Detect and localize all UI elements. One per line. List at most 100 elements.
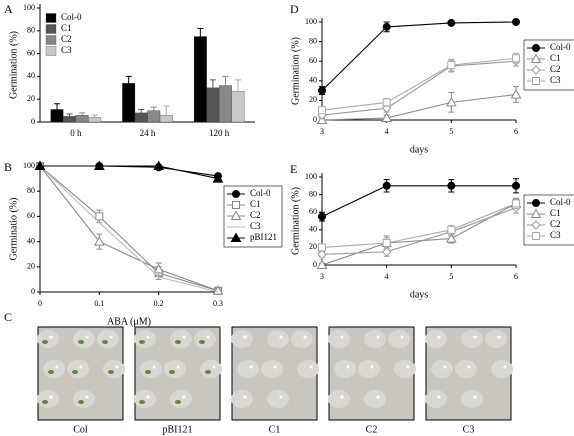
legend-label: C2 [550,64,561,74]
x-tick-label: 0.3 [213,299,223,308]
x-tick-label: 3 [320,127,324,136]
y-tick-label: 100 [305,17,317,26]
marker [153,263,165,274]
seedling [78,340,84,344]
marker [93,160,105,170]
seed-drop [358,360,380,378]
bar [50,109,64,123]
seed [503,365,507,369]
seed [243,335,247,339]
seed [473,395,477,399]
seed-drop [364,390,386,408]
seed [497,335,501,339]
y-tick-label: 40 [27,236,35,245]
marker [512,54,520,63]
y-axis-label: Germination (%) [290,37,301,105]
y-tick-label: 20 [27,262,35,271]
seed [55,365,59,369]
seed-drop [328,330,350,348]
legend-label: Col-0 [250,188,271,198]
seed [182,395,186,399]
panel-label: D [290,2,299,16]
seed [152,365,156,369]
legend-swatch [45,13,57,23]
panel-label: B [4,160,12,174]
error-bar [66,113,73,117]
error-bar [91,114,98,118]
seed [249,365,253,369]
seed-drop [164,360,186,378]
marker [230,210,242,220]
seed-drop [485,330,507,348]
seed-drop [103,360,125,378]
marker [316,259,328,269]
y-tick-label: 80 [27,26,35,35]
y-tick-label: 40 [27,71,35,80]
legend-label: C2 [550,219,561,229]
seedling [42,340,48,344]
marker [382,239,391,247]
seedling [48,370,54,374]
line [321,207,517,255]
seed [109,335,113,339]
legend-swatch [45,35,57,45]
marker [318,86,326,95]
photo-label: pBI121 [163,424,193,435]
line [40,165,219,180]
marker [381,247,392,257]
line [321,57,517,111]
y-tick-label: 60 [309,56,317,65]
seed-drop [231,330,253,348]
seed-drop [37,330,59,348]
seed [85,335,89,339]
seed-drop [37,390,59,408]
marker [230,232,242,242]
y-tick-label: 0 [313,115,317,124]
seed [437,395,441,399]
seedling [78,400,84,404]
seed [182,335,186,339]
y-axis-label: Germination (%) [8,31,19,99]
photo-label: C2 [366,424,378,435]
seed-drop [267,330,289,348]
marker [318,243,326,252]
marker [532,77,540,85]
seed-drop [140,360,162,378]
seedling [145,370,151,374]
seed [49,335,53,339]
y-axis-label: Germinatio (%) [8,197,19,260]
seed [146,395,150,399]
bar [231,91,245,123]
seed [406,365,410,369]
legend-label: C1 [61,23,72,33]
y-tick-label: 40 [309,225,317,234]
y-tick-label: 60 [27,48,35,57]
legend-label: C3 [250,221,261,231]
error-bar [222,75,229,86]
seed [437,335,441,339]
y-tick-label: 20 [309,95,317,104]
bar [122,83,136,123]
seed-drop [455,360,477,378]
marker [447,61,456,70]
marker [317,249,327,260]
panel-label: E [290,162,297,176]
seed-drop [388,330,410,348]
seedling [72,370,78,374]
line [321,185,516,218]
bar [219,85,232,123]
x-tick-label: 120 h [209,128,230,138]
x-tick-label: 5 [449,127,453,136]
seed-drop [267,390,289,408]
marker [531,65,541,75]
photo-label: C1 [269,424,281,435]
bar [147,110,161,123]
seed [376,395,380,399]
seed [473,335,477,339]
x-tick-label: 0 [38,299,42,308]
seed [176,365,180,369]
marker [381,112,393,123]
x-tick-label: 4 [385,272,389,281]
seed-drop [394,360,416,378]
seed-drop [364,330,386,348]
